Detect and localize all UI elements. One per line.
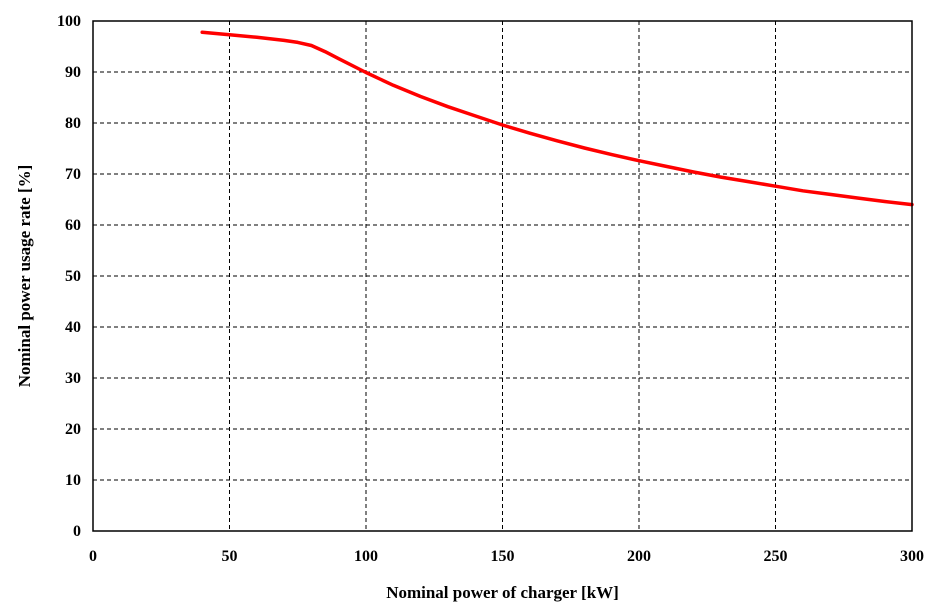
y-tick-label: 20 bbox=[65, 421, 81, 438]
y-tick-label: 50 bbox=[65, 268, 81, 285]
y-tick-label: 40 bbox=[65, 319, 81, 336]
y-tick-label: 90 bbox=[65, 64, 81, 81]
grid-lines bbox=[93, 21, 912, 531]
x-tick-label: 250 bbox=[764, 548, 788, 565]
x-tick-label: 50 bbox=[222, 548, 238, 565]
y-tick-label: 60 bbox=[65, 217, 81, 234]
y-axis-label: Nominal power usage rate [%] bbox=[15, 165, 34, 388]
x-tick-label: 0 bbox=[89, 548, 97, 565]
x-tick-label: 100 bbox=[354, 548, 378, 565]
y-axis-ticks: 0 10 20 30 40 50 60 70 80 90 100 bbox=[57, 13, 81, 540]
y-tick-label: 10 bbox=[65, 472, 81, 489]
y-tick-label: 30 bbox=[65, 370, 81, 387]
x-axis-ticks: 0 50 100 150 200 250 300 bbox=[89, 548, 924, 565]
x-tick-label: 150 bbox=[491, 548, 515, 565]
y-tick-label: 70 bbox=[65, 166, 81, 183]
series-line bbox=[200, 30, 914, 207]
x-tick-label: 300 bbox=[900, 548, 924, 565]
plot-frame bbox=[92, 20, 913, 532]
y-tick-label: 100 bbox=[57, 13, 81, 30]
x-axis-label: Nominal power of charger [kW] bbox=[386, 583, 619, 602]
x-tick-label: 200 bbox=[627, 548, 651, 565]
y-tick-label: 80 bbox=[65, 115, 81, 132]
y-tick-label: 0 bbox=[73, 523, 81, 540]
